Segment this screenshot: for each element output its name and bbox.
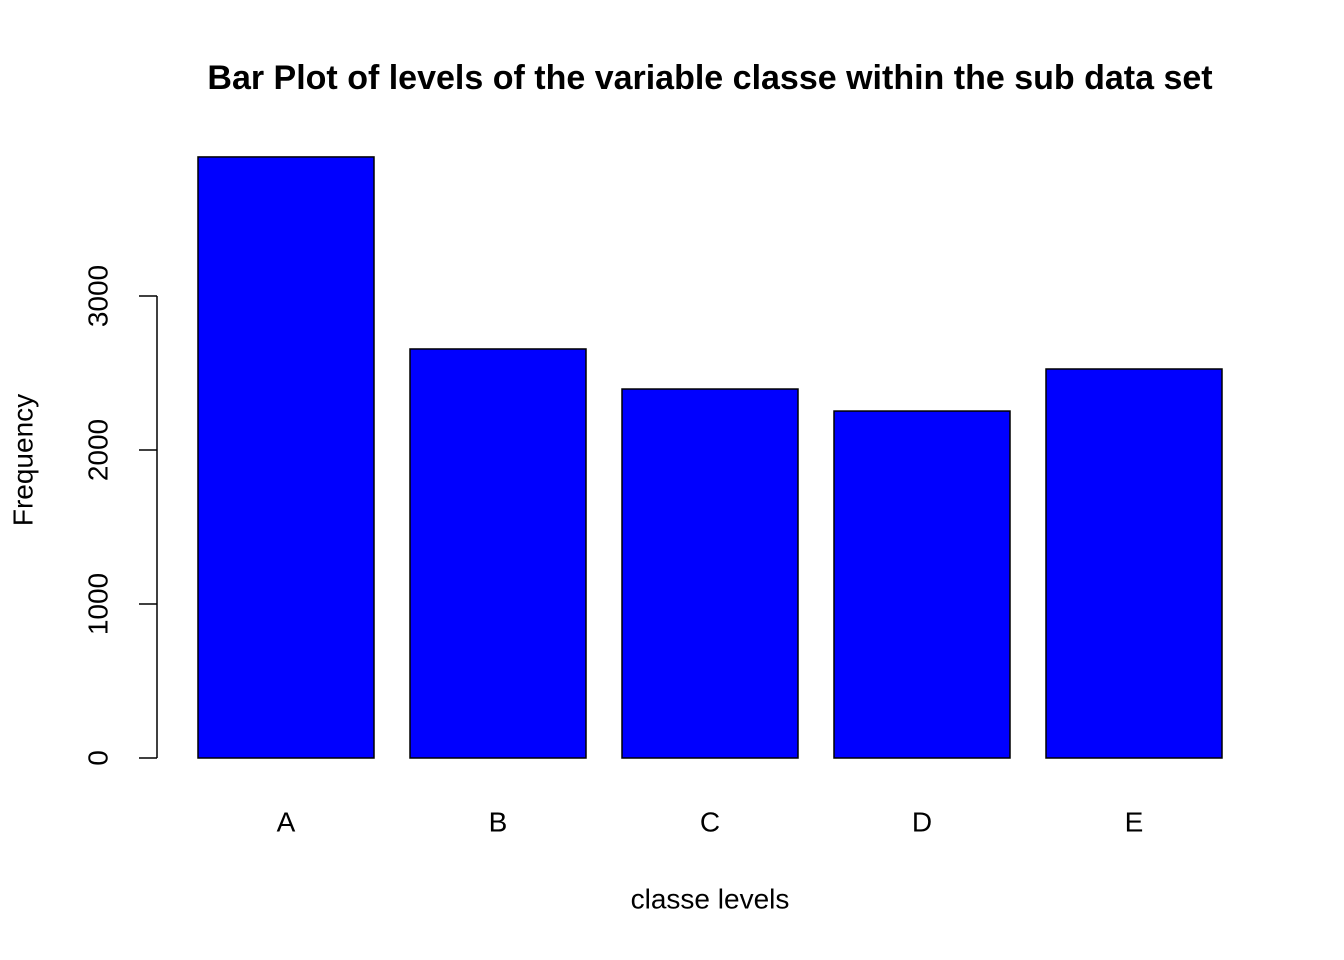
x-tick-label: E [1125,806,1144,837]
bar [833,410,1011,759]
bar [621,388,799,759]
x-tick-label: C [700,806,720,837]
y-tick-label: 3000 [82,265,113,327]
x-tick-label: D [912,806,932,837]
y-tick-label: 0 [82,750,113,766]
chart-title: Bar Plot of levels of the variable class… [207,59,1212,97]
y-tick-label: 2000 [82,419,113,481]
bar [197,156,375,759]
bar [1045,368,1223,759]
y-axis-label: Frequency [7,394,38,526]
x-tick-label: B [489,806,508,837]
x-axis-label: classe levels [631,883,790,914]
x-tick-label: A [277,806,296,837]
bar [409,348,587,759]
y-tick-label: 1000 [82,573,113,635]
